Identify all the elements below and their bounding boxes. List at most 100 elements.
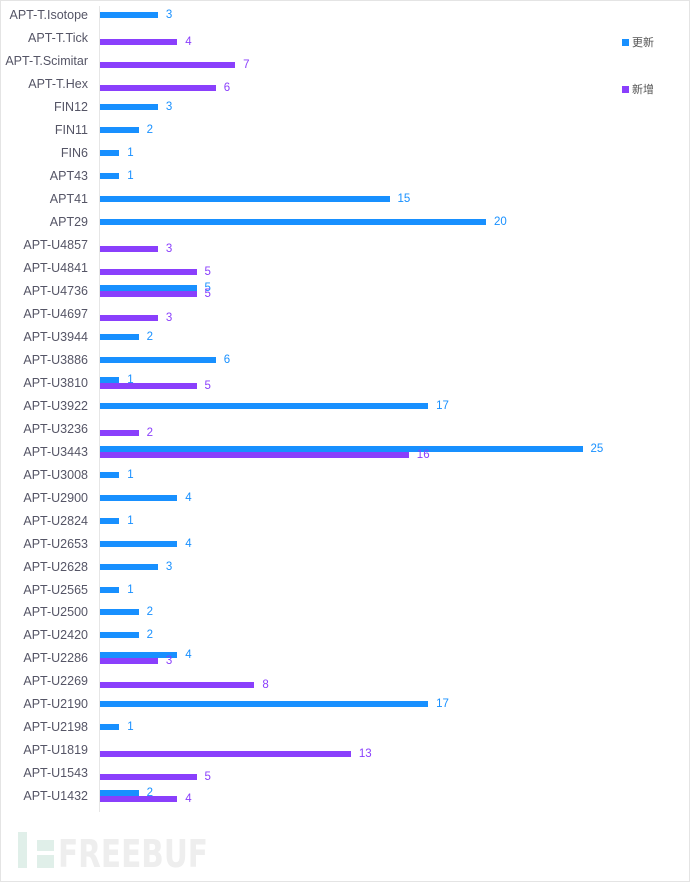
new-bar[interactable] — [100, 451, 409, 458]
category-label: APT-U2628 — [23, 559, 88, 574]
legend-item-update[interactable]: 更新 — [622, 34, 654, 50]
new-value-label: 6 — [223, 81, 231, 94]
new-value-label: 4 — [185, 793, 192, 806]
update-bar[interactable] — [100, 218, 486, 225]
update-value-label: 3 — [165, 560, 173, 573]
update-value-label: 1 — [127, 373, 134, 386]
new-value-label: 2 — [146, 426, 153, 439]
legend-label-update: 更新 — [632, 37, 654, 49]
update-bar[interactable] — [100, 724, 120, 731]
update-value-label: 4 — [185, 491, 192, 504]
category-label: APT41 — [49, 191, 88, 206]
new-bar[interactable] — [100, 796, 178, 803]
category-label: APT-U2500 — [23, 605, 88, 620]
new-bar[interactable] — [100, 61, 236, 68]
update-value-label: 3 — [165, 100, 173, 113]
category-label: APT-U2824 — [23, 513, 88, 528]
update-value-label: 1 — [127, 169, 134, 182]
update-bar[interactable] — [100, 172, 120, 179]
new-value-label: 7 — [243, 58, 250, 71]
update-value-label: 1 — [127, 146, 134, 159]
update-bar[interactable] — [100, 471, 120, 478]
update-bar[interactable] — [100, 356, 216, 363]
category-label: FIN6 — [60, 145, 88, 160]
update-bar[interactable] — [100, 632, 139, 639]
new-bar[interactable] — [100, 268, 197, 275]
category-label: APT-U4841 — [23, 260, 88, 275]
update-bar[interactable] — [100, 517, 120, 524]
category-label: APT-U1543 — [23, 766, 88, 781]
update-bar[interactable] — [100, 12, 158, 18]
update-bar[interactable] — [100, 445, 583, 452]
category-label: FIN12 — [53, 99, 88, 114]
update-value-label: 2 — [146, 629, 153, 642]
new-value-label: 8 — [262, 679, 269, 692]
update-bar[interactable] — [100, 586, 120, 593]
update-bar[interactable] — [100, 333, 139, 340]
category-label: APT-T.Tick — [28, 30, 88, 45]
new-bar[interactable] — [100, 774, 197, 781]
update-value-label: 5 — [204, 281, 211, 294]
update-value-label: 4 — [185, 537, 192, 550]
update-value-label: 17 — [436, 399, 449, 412]
update-value-label: 6 — [223, 353, 231, 366]
update-value-label: 4 — [185, 649, 192, 662]
category-label: APT-U2190 — [23, 697, 88, 712]
update-bar[interactable] — [100, 609, 139, 616]
update-bar[interactable] — [100, 402, 429, 409]
new-bar[interactable] — [100, 682, 255, 689]
update-bar[interactable] — [100, 149, 120, 156]
update-bar[interactable] — [100, 376, 120, 383]
update-bar[interactable] — [100, 126, 139, 133]
category-label: APT-U4857 — [23, 237, 88, 252]
new-bar[interactable] — [100, 38, 178, 45]
update-value-label: 3 — [165, 9, 173, 21]
category-label: APT-U3944 — [23, 329, 88, 344]
update-bar[interactable] — [100, 701, 429, 708]
new-value-label: 3 — [165, 242, 173, 255]
new-value-label: 5 — [204, 379, 211, 392]
y-axis-line — [99, 6, 100, 812]
update-bar[interactable] — [100, 494, 178, 501]
category-label: APT-U2286 — [23, 651, 88, 666]
update-value-label: 17 — [436, 698, 449, 711]
category-label: APT-U4736 — [23, 283, 88, 298]
category-label: APT-U3810 — [23, 375, 88, 390]
category-label: APT-U3922 — [23, 398, 88, 413]
category-label: APT-U3236 — [23, 421, 88, 436]
update-bar[interactable] — [100, 790, 139, 797]
category-label: APT29 — [49, 214, 88, 229]
new-bar[interactable] — [100, 429, 139, 436]
category-label: FIN11 — [54, 122, 88, 137]
category-label: APT-U2198 — [23, 720, 88, 735]
update-value-label: 15 — [397, 192, 411, 205]
update-bar[interactable] — [100, 563, 158, 570]
update-value-label: 1 — [127, 468, 134, 481]
category-label: APT-U2653 — [23, 536, 88, 551]
category-label: APT-U1819 — [23, 743, 88, 758]
new-bar[interactable] — [100, 751, 351, 758]
category-label: APT-U2565 — [23, 582, 88, 597]
category-label: APT-U3008 — [23, 467, 88, 482]
legend-item-new[interactable]: 新增 — [622, 81, 654, 97]
new-bar[interactable] — [100, 245, 158, 252]
update-value-label: 2 — [146, 123, 153, 136]
new-bar[interactable] — [100, 290, 197, 297]
new-value-label: 13 — [358, 748, 372, 761]
new-bar[interactable] — [100, 84, 216, 91]
new-value-label: 5 — [204, 287, 211, 300]
new-bar[interactable] — [100, 314, 158, 321]
update-bar[interactable] — [100, 195, 390, 202]
update-bar[interactable] — [100, 103, 158, 110]
category-label: APT-T.Scimitar — [5, 53, 88, 68]
category-label: APT-U2420 — [23, 628, 88, 643]
update-bar[interactable] — [100, 652, 178, 659]
update-bar[interactable] — [100, 540, 178, 547]
new-value-label: 5 — [204, 771, 211, 784]
new-value-label: 16 — [416, 448, 430, 461]
update-value-label: 2 — [146, 606, 153, 619]
update-bar[interactable] — [100, 284, 197, 291]
new-bar[interactable] — [100, 382, 197, 389]
update-value-label: 2 — [146, 787, 153, 800]
new-bar[interactable] — [100, 658, 158, 665]
